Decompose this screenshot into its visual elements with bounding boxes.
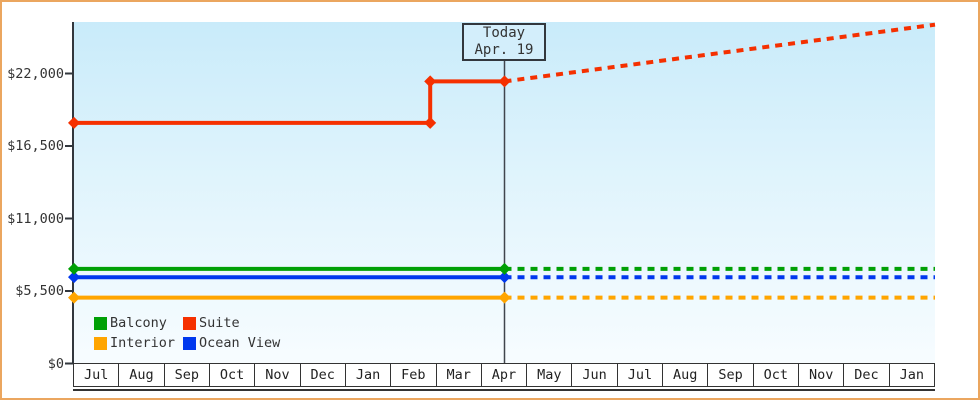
month-cell: Jan <box>888 364 934 386</box>
legend-swatch-icon <box>94 336 107 350</box>
month-cell: Jul <box>616 364 662 386</box>
series-marker-ocean-view <box>68 271 80 284</box>
y-axis-tick-label: $0 <box>47 355 64 372</box>
y-axis-tick-label: $5,500 <box>15 283 64 299</box>
month-cell: Dec <box>843 364 888 386</box>
month-cell: Jan <box>344 364 390 386</box>
y-axis-tick-label: $16,500 <box>7 138 64 154</box>
legend-label: Ocean View <box>199 335 281 351</box>
x-axis-bottom-rule <box>73 389 935 391</box>
x-axis-month-row: Jul Aug Sep Oct Nov Dec Jan Feb Mar Apr May Jun Jul A… <box>73 363 935 387</box>
legend-swatch-icon <box>183 336 196 350</box>
month-cell: Jul <box>83 367 109 383</box>
month-cell: Oct <box>208 364 254 386</box>
legend-swatch-icon <box>183 316 196 330</box>
series-marker-interior <box>498 291 511 304</box>
legend-label: Balcony <box>110 315 167 331</box>
legend-item: Balcony <box>94 315 183 331</box>
today-label: Today <box>482 25 526 41</box>
series-marker-suite <box>68 116 80 129</box>
series-marker-suite <box>424 75 437 88</box>
series-marker-suite <box>424 116 437 129</box>
month-cell: Oct <box>752 364 798 386</box>
month-cell: Feb <box>390 364 435 386</box>
month-cell: Dec <box>299 364 345 386</box>
y-axis-tick-label: $22,000 <box>7 65 64 82</box>
month-cell: Sep <box>163 364 209 386</box>
series-line-suite <box>74 79 505 125</box>
month-cell: Sep <box>707 364 752 386</box>
legend-item: Suite <box>183 315 280 331</box>
legend-label: Interior <box>110 335 176 351</box>
series-marker-interior <box>68 291 80 304</box>
month-cell: Aug <box>662 364 707 386</box>
month-cell: Aug <box>118 364 163 386</box>
series-marker-suite <box>498 75 511 88</box>
legend-label: Suite <box>199 315 240 331</box>
series-projection-suite <box>504 22 936 84</box>
today-marker-box: Today Apr. 19 <box>462 23 546 61</box>
series-marker-ocean-view <box>498 271 511 284</box>
y-axis-tick-label: $11,000 <box>7 210 64 227</box>
series-marker-balcony <box>498 262 511 275</box>
legend-item: Ocean View <box>183 335 280 351</box>
legend-swatch-icon <box>94 316 107 330</box>
month-cell: May <box>526 364 571 386</box>
month-cell: Nov <box>254 364 299 386</box>
series-marker-balcony <box>68 262 80 275</box>
month-cell: Apr <box>480 364 526 386</box>
legend-item: Interior <box>94 335 183 351</box>
chart-legend: Balcony Suite Interior Ocean View <box>94 313 280 353</box>
month-cell: Jun <box>571 364 616 386</box>
today-date: Apr. 19 <box>474 42 534 58</box>
month-cell: Mar <box>435 364 481 386</box>
month-cell: Nov <box>798 364 843 386</box>
